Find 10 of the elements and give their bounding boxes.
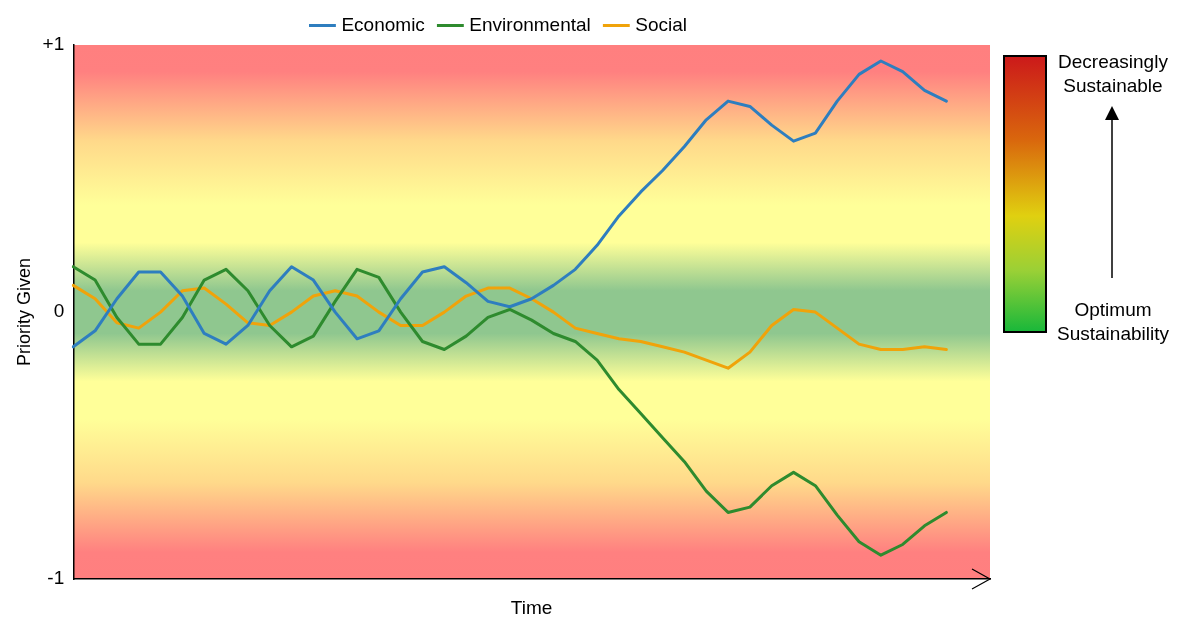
legend-label: Environmental — [469, 13, 591, 35]
y-axis-title: Priority Given — [13, 258, 34, 367]
y-tick-label: -1 — [47, 567, 65, 589]
y-tick-label: +1 — [42, 33, 65, 55]
legend-label: Economic — [341, 13, 425, 35]
y-tick-label: 0 — [53, 300, 65, 322]
text: Decreasingly Sustainable — [1057, 50, 1169, 98]
text: Optimum Sustainability — [1056, 298, 1170, 346]
legend-label: Social — [635, 13, 688, 35]
x-axis-title: Time — [510, 596, 553, 618]
